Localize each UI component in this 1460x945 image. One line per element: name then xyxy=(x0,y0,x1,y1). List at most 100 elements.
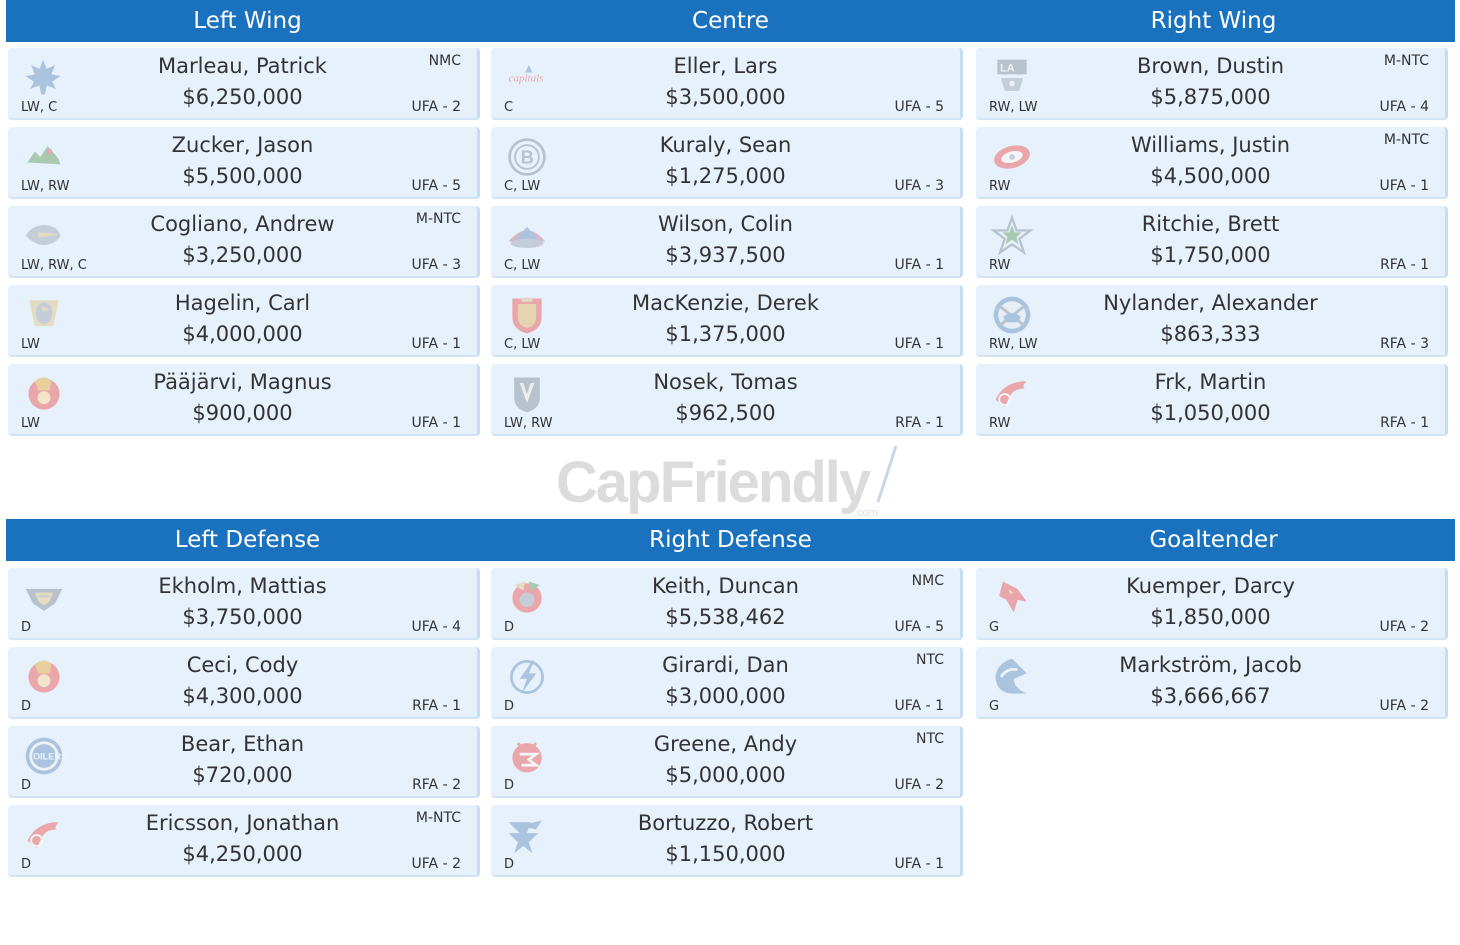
player-card[interactable]: D Girardi, Dan $3,000,000 NTC UFA - 1 xyxy=(491,647,963,719)
player-name[interactable]: Ericsson, Jonathan xyxy=(145,811,340,835)
contract-expiry: UFA - 1 xyxy=(894,257,944,273)
contract-clause: M-NTC xyxy=(1383,53,1429,69)
player-card[interactable]: C, LW MacKenzie, Derek $1,375,000 UFA - … xyxy=(491,285,963,357)
player-cap-hit: $1,850,000 xyxy=(1150,605,1271,629)
player-position: LW, C xyxy=(21,100,58,115)
player-name[interactable]: Nylander, Alexander xyxy=(1103,291,1318,315)
header-left-wing: Left Wing xyxy=(193,8,302,34)
contract-expiry: UFA - 1 xyxy=(894,336,944,352)
player-name[interactable]: Pääjärvi, Magnus xyxy=(153,370,332,394)
player-card[interactable]: capitals C Eller, Lars $3,500,000 UFA - … xyxy=(491,48,963,120)
player-name[interactable]: Eller, Lars xyxy=(673,54,778,78)
contract-expiry: UFA - 3 xyxy=(411,257,461,273)
contract-expiry: RFA - 2 xyxy=(412,777,461,793)
wild-icon xyxy=(20,135,68,179)
player-name[interactable]: Greene, Andy xyxy=(653,732,798,756)
player-card[interactable]: LW Hagelin, Carl $4,000,000 UFA - 1 xyxy=(8,285,480,357)
contract-expiry: RFA - 1 xyxy=(1380,257,1429,273)
player-cap-hit: $5,500,000 xyxy=(182,164,303,188)
predators-icon xyxy=(20,576,68,620)
contract-expiry: UFA - 3 xyxy=(894,178,944,194)
player-position: RW xyxy=(989,179,1011,194)
svg-text:LA: LA xyxy=(1000,63,1015,75)
player-name[interactable]: Kuemper, Darcy xyxy=(1126,574,1295,598)
player-position: D xyxy=(21,620,32,635)
player-position: RW, LW xyxy=(989,100,1038,115)
player-name[interactable]: Ritchie, Brett xyxy=(1141,212,1280,236)
player-name[interactable]: Wilson, Colin xyxy=(658,212,793,236)
kings-icon: LA xyxy=(988,56,1036,100)
player-cap-hit: $3,937,500 xyxy=(665,243,786,267)
player-card[interactable]: D Greene, Andy $5,000,000 NTC UFA - 2 xyxy=(491,726,963,798)
player-name[interactable]: Bortuzzo, Robert xyxy=(637,811,814,835)
player-name[interactable]: Girardi, Dan xyxy=(662,653,789,677)
lightning-icon xyxy=(503,655,551,699)
player-cap-hit: $4,300,000 xyxy=(182,684,303,708)
player-name[interactable]: Nosek, Tomas xyxy=(653,370,798,394)
player-card[interactable]: LA RW, LW Brown, Dustin $5,875,000 M-NTC… xyxy=(976,48,1448,120)
player-name[interactable]: Kuraly, Sean xyxy=(659,133,792,157)
player-name[interactable]: Keith, Duncan xyxy=(652,574,799,598)
player-card[interactable]: D Ceci, Cody $4,300,000 RFA - 1 xyxy=(8,647,480,719)
red-wings-icon xyxy=(988,372,1036,416)
contract-clause: NMC xyxy=(911,573,944,589)
contract-expiry: UFA - 1 xyxy=(411,415,461,431)
player-position: G xyxy=(989,620,1000,635)
svg-text:B: B xyxy=(521,146,534,167)
capitals-icon: capitals xyxy=(503,56,551,100)
player-name[interactable]: Ceci, Cody xyxy=(186,653,299,677)
player-card[interactable]: C, LW Wilson, Colin $3,937,500 UFA - 1 xyxy=(491,206,963,278)
player-name[interactable]: Brown, Dustin xyxy=(1136,54,1285,78)
player-name[interactable]: Frk, Martin xyxy=(1154,370,1267,394)
player-cap-hit: $3,666,667 xyxy=(1150,684,1271,708)
player-name[interactable]: Zucker, Jason xyxy=(171,133,314,157)
contract-expiry: UFA - 2 xyxy=(411,856,461,872)
player-card[interactable]: RW Ritchie, Brett $1,750,000 RFA - 1 xyxy=(976,206,1448,278)
player-card[interactable]: LW, RW Zucker, Jason $5,500,000 UFA - 5 xyxy=(8,127,480,199)
player-card[interactable]: D Keith, Duncan $5,538,462 NMC UFA - 5 xyxy=(491,568,963,640)
player-card[interactable]: RW Williams, Justin $4,500,000 M-NTC UFA… xyxy=(976,127,1448,199)
player-card[interactable]: RW, LW Nylander, Alexander $863,333 RFA … xyxy=(976,285,1448,357)
player-name[interactable]: Bear, Ethan xyxy=(180,732,305,756)
capfriendly-watermark-logo: CapFriendly .com xyxy=(556,445,898,519)
player-name[interactable]: Hagelin, Carl xyxy=(174,291,311,315)
player-cap-hit: $4,500,000 xyxy=(1150,164,1271,188)
player-name[interactable]: Marleau, Patrick xyxy=(158,54,327,78)
player-position: G xyxy=(989,699,1000,714)
penguins-icon xyxy=(20,293,68,337)
player-card[interactable]: G Markström, Jacob $3,666,667 UFA - 2 xyxy=(976,647,1448,719)
contract-clause: M-NTC xyxy=(415,211,461,227)
player-name[interactable]: Cogliano, Andrew xyxy=(150,212,335,236)
player-name[interactable]: Williams, Justin xyxy=(1130,133,1291,157)
player-card[interactable]: G Kuemper, Darcy $1,850,000 UFA - 2 xyxy=(976,568,1448,640)
contract-expiry: UFA - 4 xyxy=(411,619,461,635)
player-card[interactable]: LW, C Marleau, Patrick $6,250,000 NMC UF… xyxy=(8,48,480,120)
svg-text:OILERS: OILERS xyxy=(33,752,67,762)
player-card[interactable]: D Bortuzzo, Robert $1,150,000 UFA - 1 xyxy=(491,805,963,877)
player-cap-hit: $1,275,000 xyxy=(665,164,786,188)
golden-knights-icon xyxy=(503,372,551,416)
player-position: LW xyxy=(21,337,40,352)
contract-expiry: UFA - 2 xyxy=(1379,619,1429,635)
panthers-icon xyxy=(503,293,551,337)
player-name[interactable]: Markström, Jacob xyxy=(1119,653,1302,677)
player-card[interactable]: LW, RW, C Cogliano, Andrew $3,250,000 M-… xyxy=(8,206,480,278)
player-cap-hit: $962,500 xyxy=(675,401,776,425)
hurricanes-icon xyxy=(988,135,1036,179)
player-card[interactable]: LW Pääjärvi, Magnus $900,000 UFA - 1 xyxy=(8,364,480,436)
contract-clause: NTC xyxy=(916,731,944,747)
header-goaltender: Goaltender xyxy=(1149,527,1278,553)
player-card[interactable]: OILERS D Bear, Ethan $720,000 RFA - 2 xyxy=(8,726,480,798)
player-name[interactable]: MacKenzie, Derek xyxy=(632,291,819,315)
player-cap-hit: $5,538,462 xyxy=(665,605,786,629)
player-card[interactable]: B C, LW Kuraly, Sean $1,275,000 UFA - 3 xyxy=(491,127,963,199)
player-card[interactable]: D Ericsson, Jonathan $4,250,000 M-NTC UF… xyxy=(8,805,480,877)
player-name[interactable]: Ekholm, Mattias xyxy=(158,574,327,598)
oilers-icon: OILERS xyxy=(20,734,68,778)
player-card[interactable]: D Ekholm, Mattias $3,750,000 UFA - 4 xyxy=(8,568,480,640)
player-position: D xyxy=(21,778,32,793)
player-position: LW xyxy=(21,416,40,431)
player-card[interactable]: LW, RW Nosek, Tomas $962,500 RFA - 1 xyxy=(491,364,963,436)
player-card[interactable]: RW Frk, Martin $1,050,000 RFA - 1 xyxy=(976,364,1448,436)
player-position: D xyxy=(504,778,515,793)
